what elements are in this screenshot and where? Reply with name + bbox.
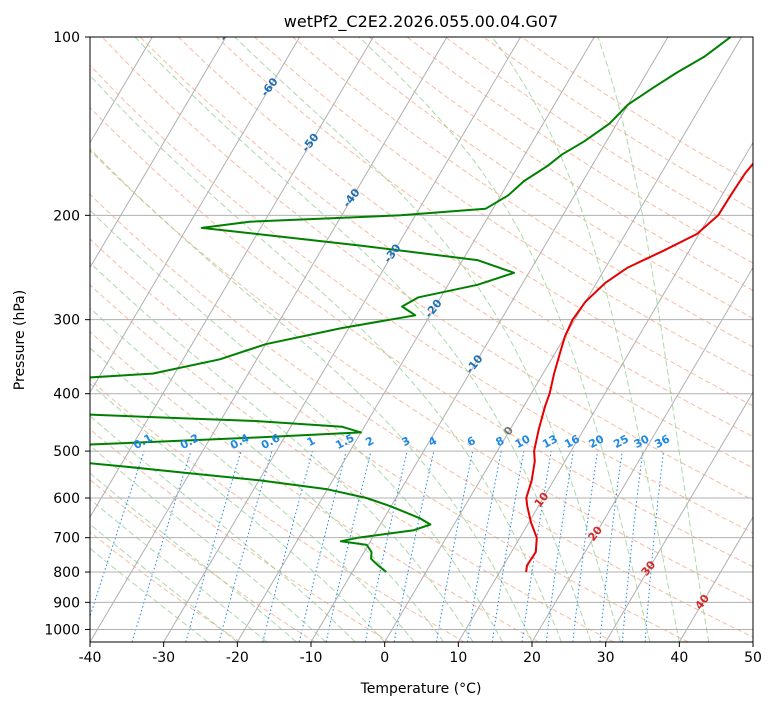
x-tick-label: 50 <box>744 650 762 666</box>
dry-adiabat-line <box>330 37 753 320</box>
x-tick-label: -30 <box>152 650 175 666</box>
mixing-ratio-line <box>364 450 408 642</box>
y-tick-label: 300 <box>53 313 80 329</box>
dry-adiabat-line <box>216 37 753 407</box>
dry-adiabat-line <box>90 193 753 638</box>
isotherm-line <box>90 37 301 394</box>
isotherm-line <box>90 37 448 642</box>
x-tick-label: 10 <box>449 650 467 666</box>
x-tick-label: 40 <box>670 650 688 666</box>
dry-adiabat-line <box>90 64 753 534</box>
y-tick-label: 700 <box>53 531 80 547</box>
skewed-isotherms <box>90 37 753 642</box>
mixing-ratio-label: 20 <box>587 432 607 451</box>
moist-adiabat-line <box>90 262 474 642</box>
dry-adiabat-line <box>90 531 241 642</box>
moist-adiabat-line <box>90 498 268 642</box>
dry-adiabat-line <box>90 379 465 642</box>
dewpoint-profile-line <box>90 37 732 573</box>
mixing-ratio-line <box>644 451 664 642</box>
y-axis-label: Pressure (hPa) <box>12 290 28 390</box>
mixing-ratio-lines <box>90 450 664 642</box>
dry-adiabat-line <box>90 479 315 642</box>
dry-adiabat-line <box>368 37 753 292</box>
y-tick-label: 800 <box>53 565 80 581</box>
mixing-ratio-line <box>262 450 313 642</box>
moist-adiabat-line <box>90 383 386 642</box>
moist-adiabat-line <box>90 148 533 642</box>
moist-adiabat-line <box>90 472 297 642</box>
isotherm-line <box>236 37 595 642</box>
mixing-ratio-line <box>621 451 644 642</box>
isotherm-line <box>90 37 374 519</box>
dry-adiabat-line <box>90 106 753 568</box>
moist-adiabat-line <box>90 74 562 642</box>
isotherm-line <box>678 516 753 642</box>
y-tick-label: 400 <box>53 387 80 403</box>
mixing-ratio-line <box>298 450 347 642</box>
moist-adiabat-line <box>90 415 356 642</box>
moist-adiabat-line <box>90 307 444 642</box>
y-axis-ticks: 100 200 300 400 500 600 700 800 900 1000 <box>44 30 90 638</box>
x-tick-label: 20 <box>523 650 541 666</box>
moist-adiabat-line <box>491 37 680 642</box>
mixing-ratio-line <box>218 450 273 642</box>
moist-adiabat-line <box>234 37 621 642</box>
dry-adiabat-line <box>90 284 614 642</box>
x-tick-label: -20 <box>226 650 249 666</box>
y-tick-label: 1000 <box>44 622 80 638</box>
moist-adiabats <box>90 37 710 642</box>
mixing-ratio-line <box>521 451 552 642</box>
y-tick-label: 900 <box>53 595 80 611</box>
x-tick-label: 0 <box>380 650 389 666</box>
y-tick-label: 200 <box>53 208 80 224</box>
isotherm-line <box>457 141 753 642</box>
mixing-ratio-label: 16 <box>562 432 582 451</box>
plot-frame <box>89 36 754 643</box>
mixing-ratio-label: 10 <box>513 432 533 451</box>
dry-adiabat-line <box>90 428 390 642</box>
moist-adiabat-line <box>90 547 209 642</box>
sounding-series <box>90 37 753 573</box>
mixing-ratio-line <box>325 450 372 642</box>
mixing-ratio-line <box>599 451 623 642</box>
y-tick-label: 100 <box>53 30 80 46</box>
dry-adiabat-line <box>90 238 689 642</box>
x-tick-label: -40 <box>79 650 102 666</box>
pressure-gridlines <box>90 37 753 630</box>
x-tick-label: -10 <box>300 650 323 666</box>
moist-adiabat-line <box>90 347 415 642</box>
mixing-ratio-line <box>131 450 192 642</box>
isotherm-line <box>90 37 153 144</box>
mixing-ratio-label: 13 <box>540 432 560 451</box>
x-axis-label: Temperature (°C) <box>360 681 482 697</box>
moist-adiabat-line <box>597 37 710 642</box>
isotherm-line <box>531 266 753 642</box>
moist-adiabat-line <box>90 444 327 642</box>
mixing-ratio-line <box>185 450 242 642</box>
moist-adiabat-line <box>90 523 238 642</box>
chart-title: wetPf2_C2E2.2026.055.00.04.G07 <box>284 12 558 32</box>
x-axis-ticks: -40 -30 -20 -10 0 10 20 30 40 50 <box>79 642 762 666</box>
moist-adiabat-line <box>134 37 592 642</box>
isotherm-line <box>310 37 669 642</box>
mixing-ratio-label: 25 <box>611 432 631 451</box>
y-tick-label: 500 <box>53 444 80 460</box>
isotherm-line <box>163 37 522 642</box>
dry-adiabat-line <box>90 149 753 603</box>
mixing-ratio-line <box>572 451 599 642</box>
moist-adiabat-line <box>90 209 503 642</box>
dry-adiabat-line <box>101 37 753 501</box>
isotherm-line <box>90 37 227 269</box>
isotherm-label: -70 <box>217 20 240 44</box>
mixing-ratio-label: 36 <box>652 432 672 451</box>
mixing-ratio-line <box>545 451 574 642</box>
mixing-ratio-label: 30 <box>632 432 652 451</box>
temperature-profile-line <box>525 162 753 573</box>
x-tick-label: 30 <box>597 650 615 666</box>
isotherm-line <box>605 391 753 642</box>
y-tick-label: 600 <box>53 491 80 507</box>
